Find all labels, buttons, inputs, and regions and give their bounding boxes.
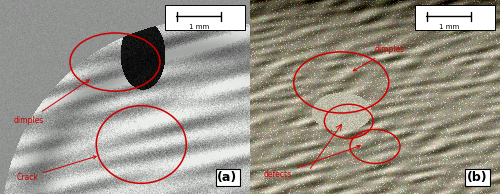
Text: dimples: dimples: [354, 45, 405, 71]
Text: 1 mm: 1 mm: [188, 24, 209, 30]
Bar: [415, 5, 495, 30]
Text: Crack: Crack: [16, 156, 96, 182]
Bar: [165, 5, 245, 30]
Text: defects: defects: [264, 145, 360, 179]
Text: (a): (a): [218, 171, 238, 184]
Text: (b): (b): [467, 171, 488, 184]
Text: 1 mm: 1 mm: [438, 24, 459, 30]
Text: dimples: dimples: [14, 80, 90, 125]
